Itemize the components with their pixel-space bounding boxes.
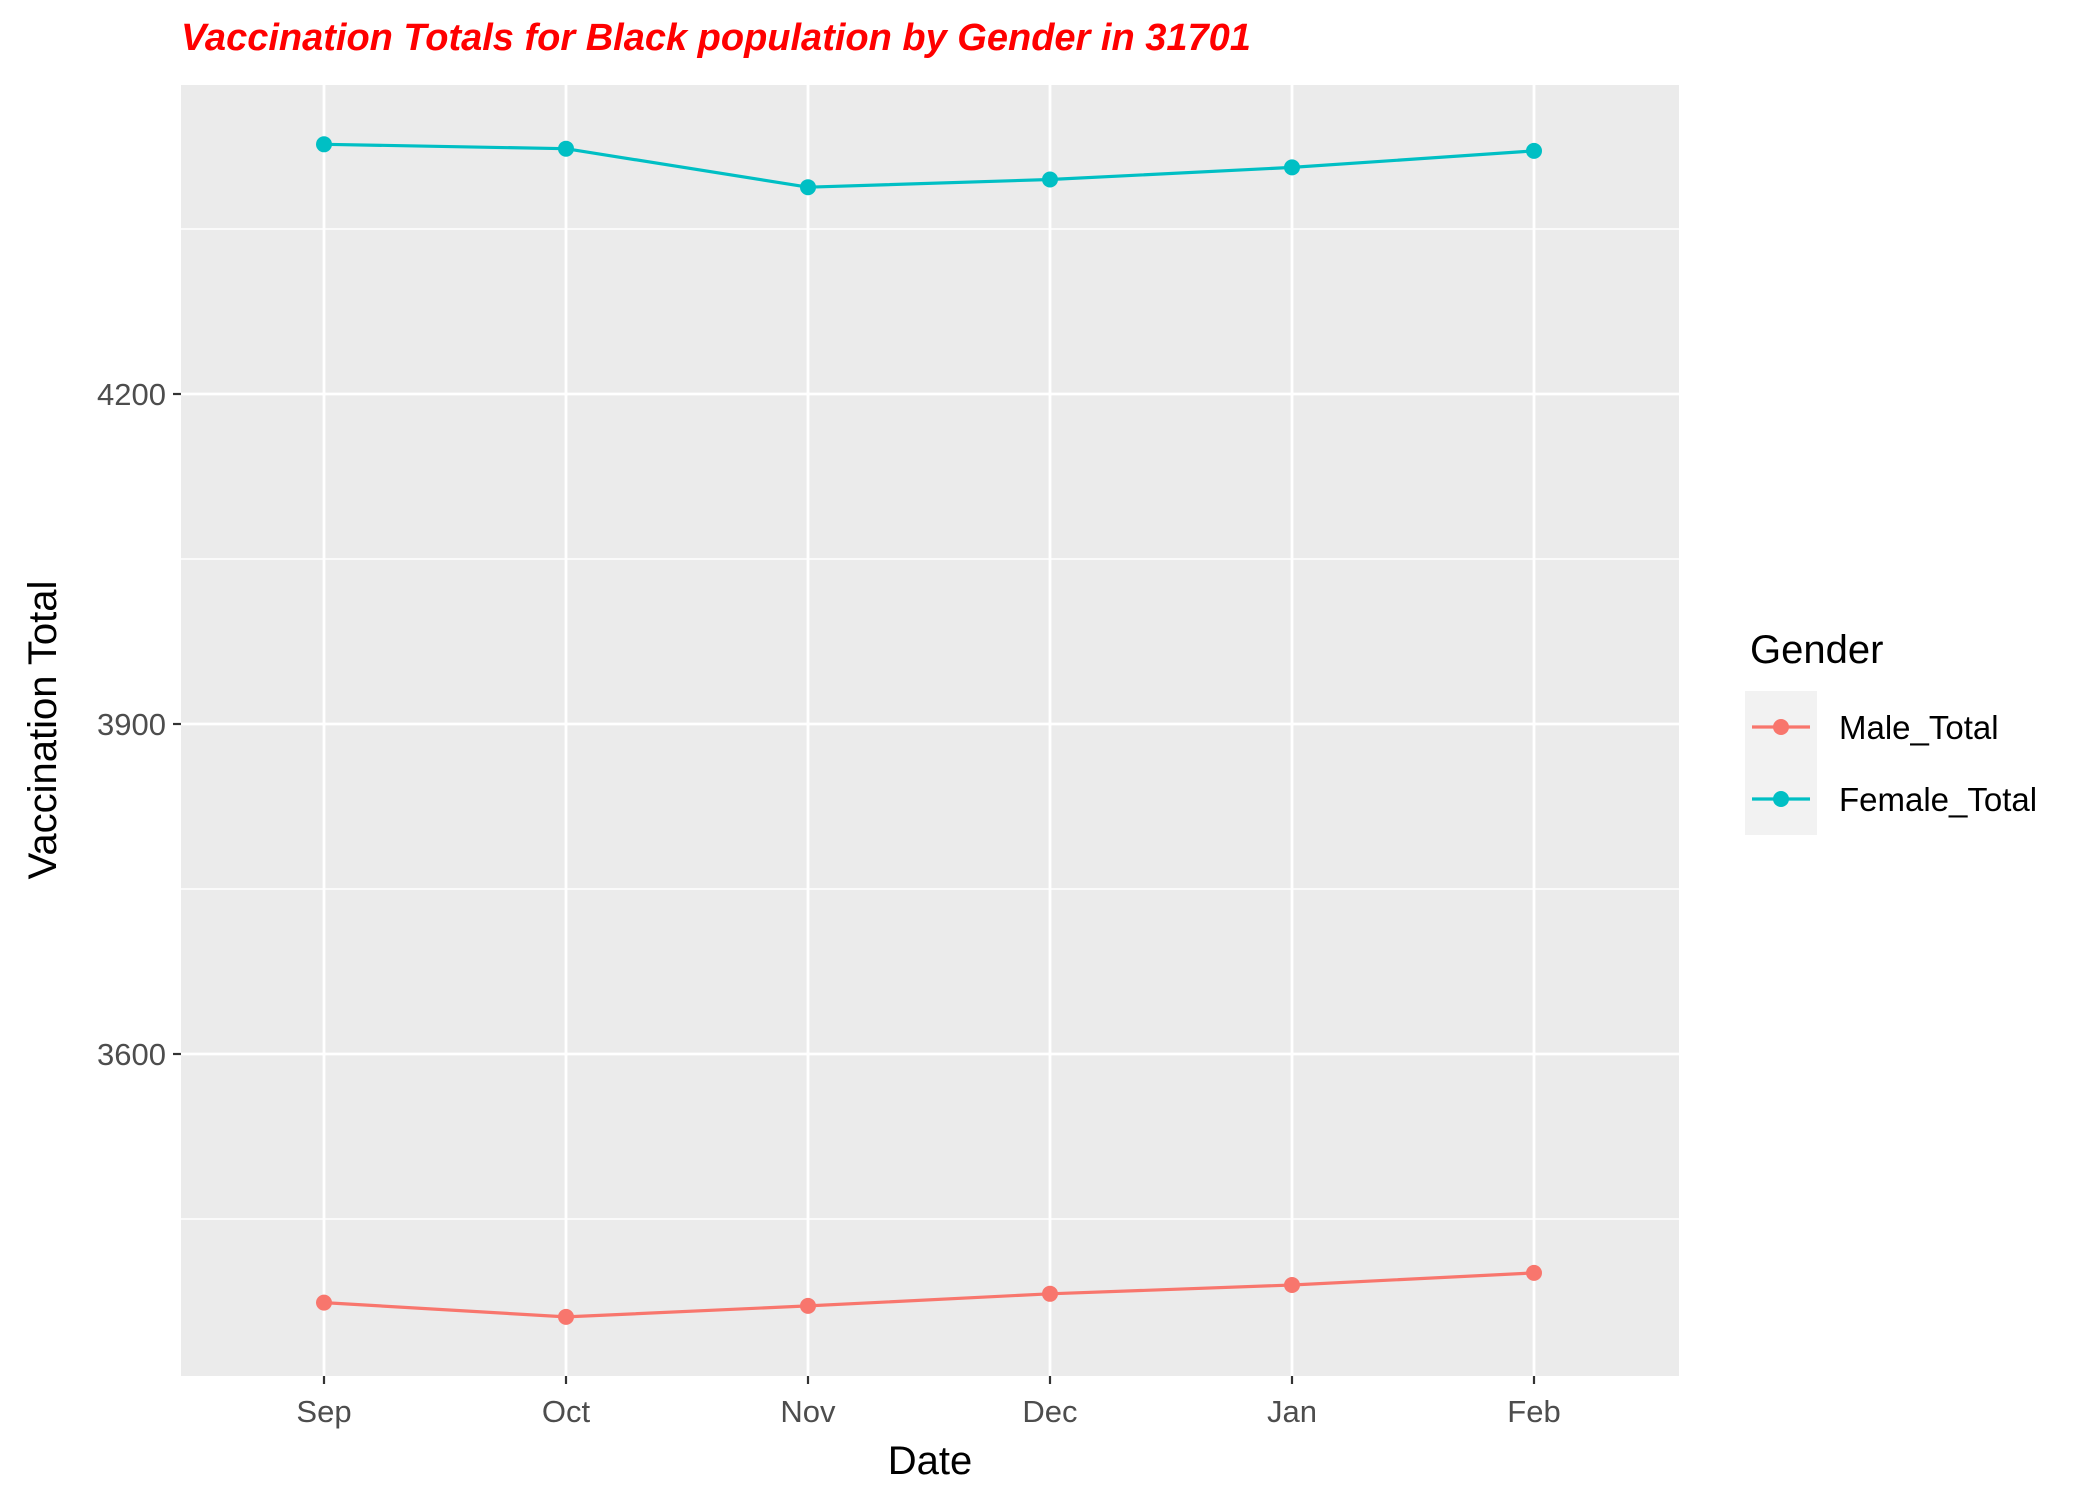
chart-title: Vaccination Totals for Black population …: [181, 17, 1251, 59]
series-male-total: [316, 1264, 1542, 1325]
legend-label: Male_Total: [1839, 709, 1999, 746]
major-gridlines: [181, 85, 1679, 1376]
series-female-total: [316, 136, 1542, 196]
data-point: [800, 179, 816, 196]
x-axis-title: Date: [888, 1439, 973, 1483]
data-point: [316, 1294, 332, 1311]
x-tick-label: Dec: [1022, 1394, 1077, 1429]
x-tick-label: Oct: [542, 1394, 591, 1429]
legend-items: Male_Total Female_Total: [1745, 691, 2037, 835]
x-tick-label: Nov: [780, 1394, 836, 1429]
y-tick-label: 3600: [97, 1037, 166, 1072]
data-point: [1526, 142, 1542, 159]
x-tick-label: Feb: [1507, 1394, 1560, 1429]
legend-label: Female_Total: [1839, 781, 2037, 818]
axis-ticks: [173, 392, 1536, 1384]
legend-title: Gender: [1750, 628, 1883, 672]
x-tick-labels: Sep Oct Nov Dec Jan Feb: [296, 1394, 1560, 1429]
y-tick-label: 4200: [97, 377, 166, 412]
data-point: [1042, 171, 1058, 188]
x-tick-label: Sep: [296, 1394, 351, 1429]
series-line: [323, 142, 1535, 189]
y-tick-labels: 3600 3900 4200: [97, 377, 166, 1072]
y-tick-label: 3900: [97, 707, 166, 742]
data-point: [1284, 1277, 1300, 1293]
data-point: [316, 136, 332, 153]
y-axis-title: Vaccination Total: [21, 581, 65, 880]
legend: Gender Male_Total Female_Total: [1745, 628, 2037, 835]
data-point: [800, 1297, 816, 1314]
legend-key-point: [1773, 791, 1789, 807]
data-point: [558, 1308, 574, 1325]
legend-item: Female_Total: [1745, 763, 2037, 835]
legend-item: Male_Total: [1745, 691, 1999, 763]
data-point: [1526, 1264, 1542, 1281]
data-point: [1042, 1285, 1058, 1302]
data-point: [558, 140, 574, 157]
series-layer: [316, 136, 1542, 1325]
data-point: [1284, 159, 1300, 176]
plot-panel: [181, 85, 1679, 1376]
series-line: [323, 1271, 1535, 1319]
legend-key-point: [1773, 719, 1789, 735]
minor-gridlines: [181, 228, 1679, 1220]
x-tick-label: Jan: [1267, 1394, 1317, 1429]
